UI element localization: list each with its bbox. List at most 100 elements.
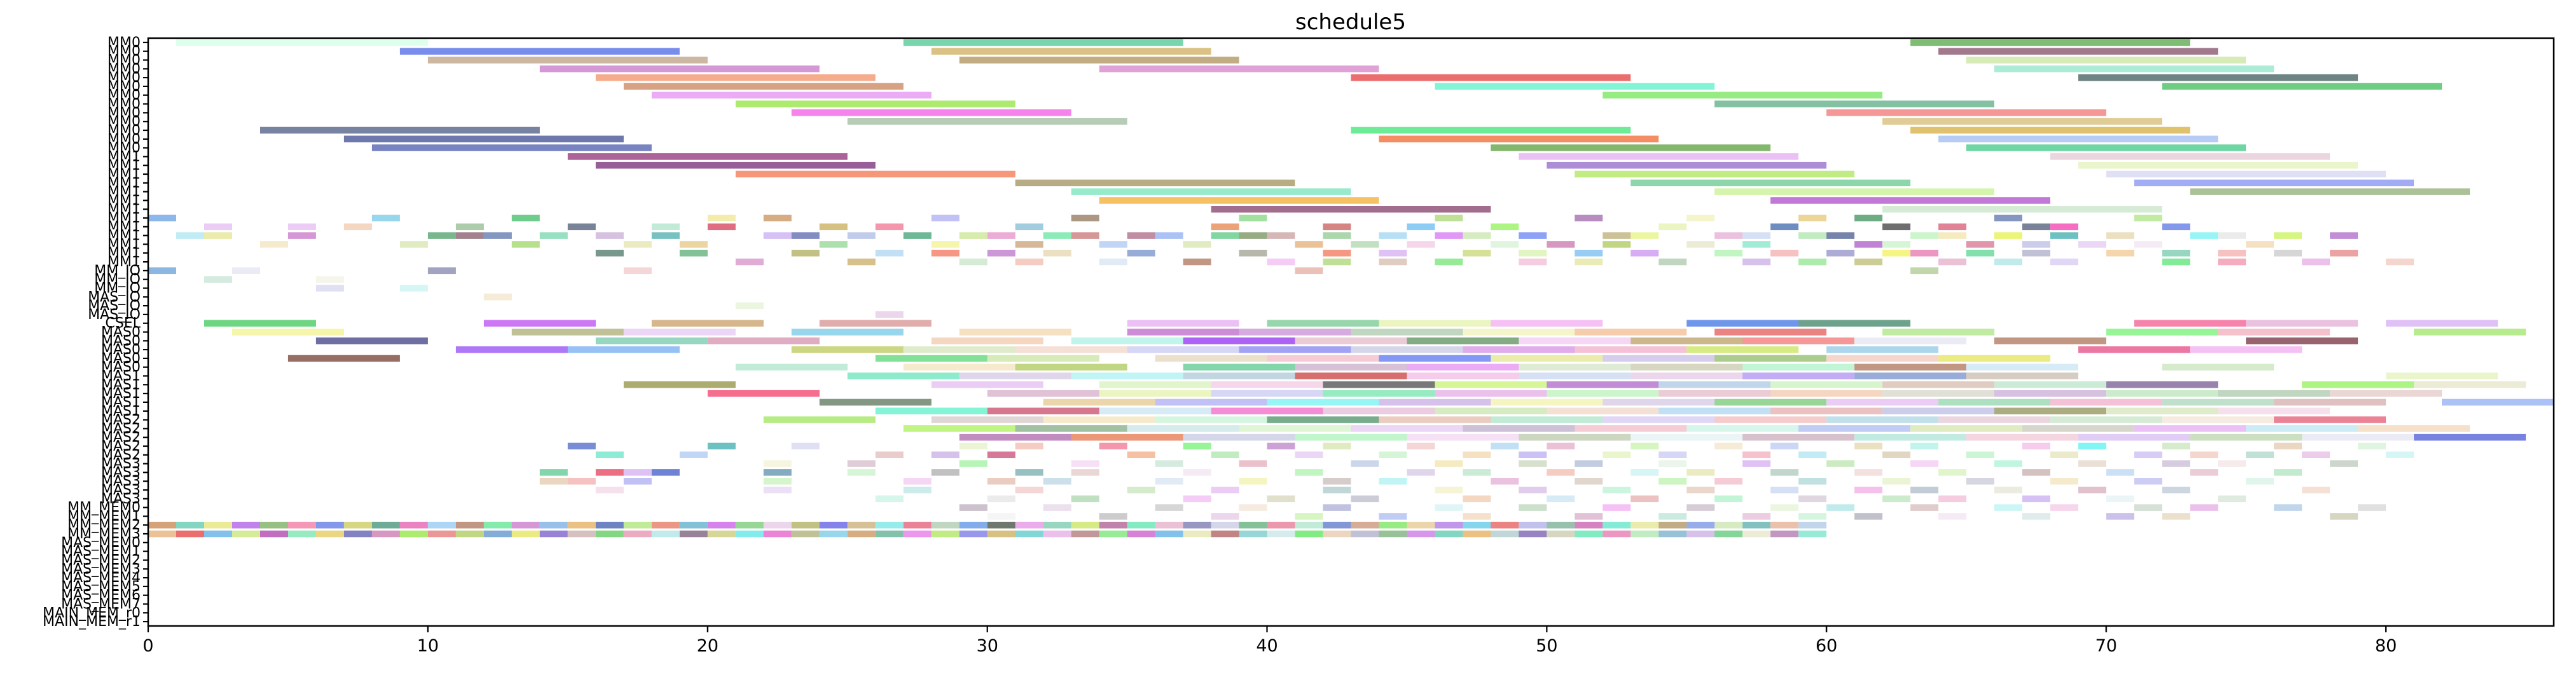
task-bar	[1295, 364, 1407, 370]
task-bar	[1071, 495, 1099, 503]
task-bar	[959, 504, 988, 511]
task-bar	[1071, 214, 1099, 222]
task-bar	[1910, 232, 1939, 239]
y-tick-label: MM1	[107, 236, 141, 252]
task-bar	[1966, 241, 1995, 248]
task-bar	[2302, 451, 2331, 458]
task-bar	[1043, 250, 1071, 257]
task-bar	[2106, 170, 2387, 178]
task-bar	[1742, 258, 1771, 266]
task-bar	[1043, 522, 1071, 529]
task-bar	[1938, 48, 2219, 55]
task-bar	[987, 478, 1016, 485]
task-bar	[2134, 478, 2163, 485]
task-bar	[1966, 478, 1995, 485]
task-bar	[176, 530, 204, 538]
task-bar	[1546, 390, 1659, 397]
task-bar	[1630, 530, 1659, 538]
y-tick-label: MM_MEM0	[67, 500, 141, 516]
task-bar	[1099, 513, 1127, 520]
y-tick-label: MAS_IO	[88, 298, 141, 314]
x-tick-label: 0	[142, 636, 153, 656]
task-bar	[875, 530, 904, 538]
task-bar	[959, 329, 1071, 336]
task-bar	[1155, 416, 1267, 423]
task-bar	[1379, 530, 1407, 538]
task-bar	[595, 522, 624, 529]
task-bar	[1742, 433, 1855, 441]
task-bar	[1267, 416, 1379, 423]
task-bar	[1714, 416, 1827, 423]
y-tick-label: MAS0	[101, 351, 141, 367]
task-bar	[1714, 478, 1743, 485]
task-bar	[1994, 486, 2023, 494]
task-bar	[483, 320, 596, 327]
task-bar	[2330, 460, 2359, 467]
task-bar	[931, 451, 960, 458]
task-bar	[1351, 530, 1379, 538]
task-bar	[1882, 478, 1911, 485]
task-bar	[1966, 250, 1995, 257]
task-bar	[1323, 232, 1351, 239]
task-bar	[1882, 241, 1911, 248]
task-bar	[959, 57, 1239, 64]
task-bar	[875, 311, 904, 318]
task-bar	[987, 522, 1016, 529]
task-bar	[1574, 425, 1687, 432]
task-bar	[1183, 337, 1295, 344]
task-bar	[1714, 398, 1827, 406]
task-bar	[1966, 433, 2079, 441]
task-bar	[1379, 478, 1407, 485]
task-bar	[1854, 372, 1967, 379]
task-bar	[1798, 451, 1827, 458]
task-bar	[2386, 372, 2498, 379]
task-bar	[2274, 416, 2387, 423]
task-bar	[1714, 329, 1827, 336]
task-bar	[427, 530, 456, 538]
y-tick-label: MAS1	[101, 377, 141, 393]
task-bar	[1574, 522, 1603, 529]
y-tick-label: MAS_MEM0	[61, 535, 141, 551]
task-bar	[1882, 118, 2163, 125]
task-bar	[1015, 346, 1127, 353]
task-bar	[1295, 241, 1323, 248]
task-bar	[315, 276, 344, 283]
task-bar	[1519, 460, 1547, 467]
task-bar	[707, 522, 736, 529]
task-bar	[931, 469, 960, 476]
task-bar	[1826, 346, 1939, 353]
task-bar	[1323, 407, 1435, 414]
task-bar	[1435, 522, 1463, 529]
task-bar	[931, 250, 960, 257]
task-bar	[2134, 320, 2247, 327]
task-bar	[2246, 425, 2359, 432]
task-bar	[2022, 241, 2051, 248]
task-bar	[1491, 241, 1519, 248]
task-bar	[1630, 337, 1743, 344]
task-bar	[707, 530, 736, 538]
task-bar	[2078, 486, 2107, 494]
task-bar	[1938, 398, 2051, 406]
task-bar	[1602, 232, 1631, 239]
task-bar	[959, 232, 988, 239]
task-bar	[1295, 267, 1323, 275]
task-bar	[651, 530, 680, 538]
task-bar	[1994, 258, 2023, 266]
y-tick-label: MM0	[107, 97, 141, 112]
task-bar	[987, 513, 1016, 520]
task-bar	[1435, 407, 1547, 414]
task-bar	[1798, 214, 1827, 222]
task-bar	[1910, 250, 1939, 257]
task-bar	[819, 398, 932, 406]
task-bar	[1463, 232, 1491, 239]
task-bar	[427, 232, 456, 239]
task-bar	[1491, 416, 1603, 423]
task-bar	[791, 346, 904, 353]
task-bar	[1155, 504, 1183, 511]
task-bar	[1239, 250, 1267, 257]
task-bar	[1379, 320, 1491, 327]
task-bar	[1127, 486, 1155, 494]
task-bar	[1183, 442, 1211, 450]
task-bar	[2274, 504, 2303, 511]
task-bar	[1910, 486, 1939, 494]
